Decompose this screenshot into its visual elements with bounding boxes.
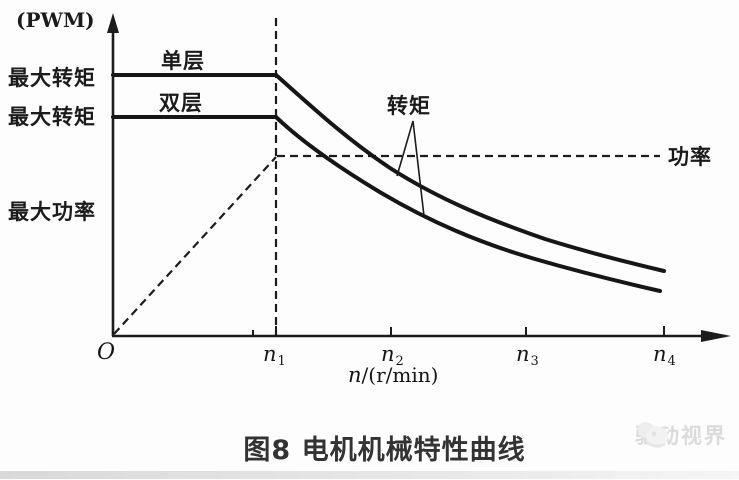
x-tick-label-n1: n1 [263,342,286,369]
x-axis-ticks [252,326,665,336]
x-tick-label-n2: n2 [381,342,404,369]
watermark: 驱动视界 [635,420,727,450]
y-axis-arrow-icon [107,13,119,33]
y-axis-unit-label: (PWM) [16,8,95,32]
torque-leader-line-lower [412,120,425,217]
watermark-logo-icon [638,422,668,448]
max-power-label: 最大功率 [8,200,96,224]
bottom-divider-bar [0,471,739,479]
x-axis-label: n/(r/min) [348,363,439,387]
max-torque-single-label: 最大转矩 [8,66,96,90]
figure-caption: 图8 电机机械特性曲线 [243,435,526,466]
power-rise-dashed-line [113,156,277,335]
torque-leader-line-upper [396,120,414,177]
power-annotation-label: 功率 [668,145,712,169]
torque-annotation-label: 转矩 [387,94,431,118]
origin-label: O [97,340,116,365]
single-layer-torque-decay-curve [274,73,666,273]
double-layer-torque-decay-curve [274,115,662,293]
x-tick-label-n3: n3 [516,342,539,369]
x-tick-label-n4: n4 [653,342,676,369]
max-torque-double-label: 最大转矩 [8,105,96,129]
double-layer-curve-label: 双层 [159,91,203,115]
x-axis-arrow-icon [701,330,731,342]
single-layer-curve-label: 单层 [161,49,205,73]
